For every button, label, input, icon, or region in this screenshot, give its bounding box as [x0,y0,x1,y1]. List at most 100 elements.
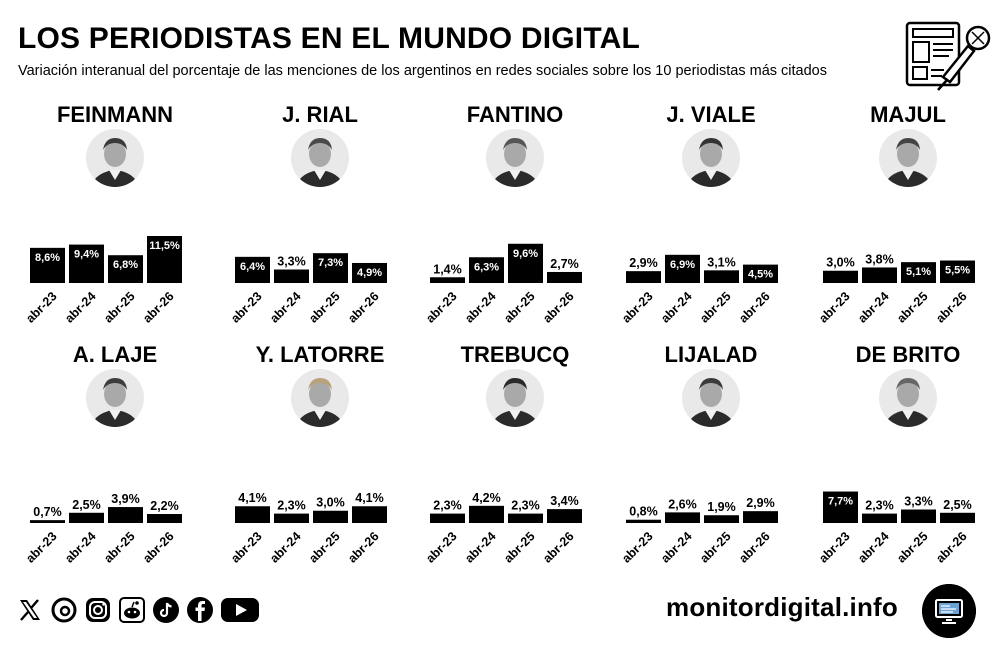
bar [30,247,65,283]
data-label: 6,3% [474,261,499,273]
tick-label: abr-26 [540,529,576,565]
bar [508,513,543,523]
journalist-name: J. RIAL [282,102,358,127]
bar [743,511,778,523]
journalist-name: DE BRITO [855,342,961,367]
bar [147,514,182,523]
bar-chart: 1,4% abr-23 6,3% abr-24 9,6% abr-25 2,7% abr-26 [423,243,582,326]
bar [469,257,504,283]
data-label: 1,4% [433,262,462,276]
portrait-icon [486,369,544,427]
data-label: 9,4% [74,249,99,261]
bar-chart: 4,1% abr-23 2,3% abr-24 3,0% abr-25 4,1% abr-26 [228,491,387,566]
data-label: 2,9% [629,256,658,270]
tiktok-icon[interactable] [152,596,180,624]
portrait-icon [86,369,144,427]
portrait-icon [879,129,937,187]
chart-panel: A. LAJE 0,7% abr-23 2,5% abr-24 3,9% abr-25 2,2… [23,342,200,582]
newspaper-microphone-icon [905,21,991,91]
data-label: 2,6% [668,497,697,511]
tick-label: abr-26 [933,529,969,565]
bar [274,513,309,523]
bar [274,269,309,283]
data-label: 4,1% [238,491,267,505]
bar [743,264,778,283]
data-label: 11,5% [149,240,180,252]
bar [508,243,543,283]
tick-label: abr-26 [736,529,772,565]
bar [547,271,582,283]
data-label: 3,3% [277,255,306,269]
chart-panel: FANTINO 1,4% abr-23 6,3% abr-24 9,6% abr-25 2,7… [423,102,600,342]
tick-label: abr-25 [894,289,930,325]
reddit-icon[interactable] [118,596,146,624]
instagram-icon[interactable] [84,596,112,624]
bar [901,262,936,283]
data-label: 6,8% [113,259,138,271]
tick-label: abr-26 [540,289,576,325]
tick-label: abr-25 [501,289,537,325]
tick-label: abr-24 [855,529,891,565]
bar [352,506,387,523]
facebook-icon[interactable] [186,596,214,624]
journalist-name: J. VIALE [666,102,756,127]
data-label: 3,4% [550,494,579,508]
data-label: 3,3% [904,495,933,509]
tick-label: abr-25 [101,289,137,325]
bar-chart: 2,9% abr-23 6,9% abr-24 3,1% abr-25 4,5% abr-26 [619,254,778,326]
data-label: 4,5% [748,269,773,281]
tick-label: abr-25 [697,529,733,565]
data-label: 3,0% [316,496,345,510]
bar [940,260,975,283]
data-label: 2,3% [277,499,306,513]
data-label: 2,3% [433,499,462,513]
chart-panel: FEINMANN 8,6% abr-23 9,4% abr-24 6,8% abr-25 11… [23,102,200,342]
bar-chart: 8,6% abr-23 9,4% abr-24 6,8% abr-25 11,5% abr-2… [23,236,182,326]
portrait-icon [486,129,544,187]
tick-label: abr-23 [23,529,59,565]
bar [147,236,182,283]
data-label: 7,7% [828,496,853,508]
threads-icon[interactable] [50,596,78,624]
bar [704,270,739,283]
tick-label: abr-25 [894,529,930,565]
tick-label: abr-23 [619,289,655,325]
tick-label: abr-24 [462,529,498,565]
portrait-icon [682,129,740,187]
tick-label: abr-23 [23,289,59,325]
tick-label: abr-23 [228,289,264,325]
tick-label: abr-26 [736,289,772,325]
bar [313,510,348,523]
bar [665,254,700,283]
portrait-icon [86,129,144,187]
bar-chart: 2,3% abr-23 4,2% abr-24 2,3% abr-25 3,4% abr-26 [423,491,582,566]
youtube-icon[interactable] [220,596,260,624]
data-label: 0,7% [33,505,62,519]
data-label: 2,9% [746,496,775,510]
tick-label: abr-26 [933,289,969,325]
tick-label: abr-23 [423,289,459,325]
bar [626,519,661,523]
tick-label: abr-25 [306,529,342,565]
journalist-name: TREBUCQ [460,342,570,367]
x-icon[interactable] [16,596,44,624]
tick-label: abr-26 [140,289,176,325]
data-label: 3,8% [865,252,894,266]
bar [108,507,143,523]
bar [430,277,465,283]
tick-label: abr-24 [658,289,694,325]
tick-label: abr-26 [140,529,176,565]
tick-label: abr-24 [62,289,98,325]
bar [430,513,465,523]
data-label: 2,3% [511,499,540,513]
page-title: LOS PERIODISTAS EN EL MUNDO DIGITAL [18,22,641,55]
data-label: 5,1% [906,266,931,278]
bar-chart: 6,4% abr-23 3,3% abr-24 7,3% abr-25 4,9% abr-26 [228,253,387,326]
bar [469,505,504,523]
data-label: 2,3% [865,499,894,513]
site-url[interactable]: monitordigital.info [666,592,898,622]
bar-chart: 3,0% abr-23 3,8% abr-24 5,1% abr-25 5,5% abr-26 [816,252,975,326]
chart-panel: MAJUL 3,0% abr-23 3,8% abr-24 5,1% abr-25 5,5% a… [816,102,993,342]
chart-panel: J. VIALE 2,9% abr-23 6,9% abr-24 3,1% abr-25 4,… [619,102,796,342]
tick-label: abr-25 [306,289,342,325]
